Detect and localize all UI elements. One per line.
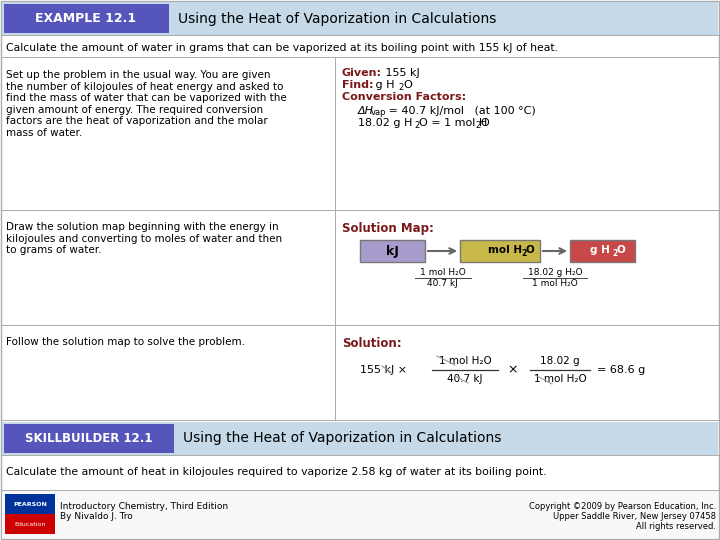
Text: Upper Saddle River, New Jersey 07458: Upper Saddle River, New Jersey 07458 <box>553 512 716 521</box>
Text: Conversion Factors:: Conversion Factors: <box>342 92 466 102</box>
Text: Education: Education <box>14 522 45 526</box>
Text: 1 mol H₂O: 1 mol H₂O <box>420 268 465 277</box>
Text: 2: 2 <box>414 121 419 130</box>
Text: Solution:: Solution: <box>342 337 402 350</box>
Text: Calculate the amount of water in grams that can be vaporized at its boiling poin: Calculate the amount of water in grams t… <box>6 43 558 53</box>
Text: g H: g H <box>372 80 395 90</box>
Text: = 68.6 g: = 68.6 g <box>597 365 645 375</box>
Bar <box>360 240 425 262</box>
Bar <box>2 2 718 35</box>
Text: 155 kJ: 155 kJ <box>382 68 420 78</box>
Bar <box>2 422 718 455</box>
Text: PEARSON: PEARSON <box>13 502 47 507</box>
Bar <box>460 240 540 262</box>
Bar <box>2 491 718 538</box>
Text: 2: 2 <box>521 249 526 259</box>
Text: vap: vap <box>371 108 387 117</box>
Text: O: O <box>525 245 534 255</box>
Text: 155 kJ ×: 155 kJ × <box>360 365 407 375</box>
Text: O = 1 mol H: O = 1 mol H <box>419 118 487 128</box>
Text: O: O <box>403 80 412 90</box>
Text: 2: 2 <box>475 121 480 130</box>
Text: ΔH: ΔH <box>358 106 374 116</box>
Text: mol H: mol H <box>488 245 522 255</box>
Text: 2: 2 <box>613 249 618 259</box>
Text: Using the Heat of Vaporization in Calculations: Using the Heat of Vaporization in Calcul… <box>178 12 496 26</box>
Text: Set up the problem in the usual way. You are given
the number of kilojoules of h: Set up the problem in the usual way. You… <box>6 70 287 138</box>
Text: g H: g H <box>590 245 611 255</box>
Text: 2: 2 <box>398 83 403 92</box>
Text: ×: × <box>507 363 518 376</box>
Text: 1 mol H₂O: 1 mol H₂O <box>534 374 586 384</box>
Text: Solution Map:: Solution Map: <box>342 222 434 235</box>
Bar <box>5 494 55 514</box>
Text: kJ: kJ <box>386 245 399 258</box>
Text: 18.02 g H₂O: 18.02 g H₂O <box>528 268 582 277</box>
Text: Draw the solution map beginning with the energy in
kilojoules and converting to : Draw the solution map beginning with the… <box>6 222 282 255</box>
Text: Introductory Chemistry, Third Edition: Introductory Chemistry, Third Edition <box>60 502 228 511</box>
Text: Given:: Given: <box>342 68 382 78</box>
Bar <box>4 424 174 453</box>
Text: Copyright ©2009 by Pearson Education, Inc.: Copyright ©2009 by Pearson Education, In… <box>528 502 716 511</box>
Text: Follow the solution map to solve the problem.: Follow the solution map to solve the pro… <box>6 337 245 347</box>
Bar <box>570 240 635 262</box>
Text: 18.02 g: 18.02 g <box>540 356 580 366</box>
Bar <box>4 4 169 33</box>
Text: Using the Heat of Vaporization in Calculations: Using the Heat of Vaporization in Calcul… <box>183 431 501 445</box>
Text: 18.02 g H: 18.02 g H <box>358 118 413 128</box>
Text: 40.7 kJ: 40.7 kJ <box>447 374 482 384</box>
Text: O: O <box>480 118 489 128</box>
Text: 40.7 kJ: 40.7 kJ <box>427 279 458 288</box>
Text: O: O <box>616 245 625 255</box>
Text: SKILLBUILDER 12.1: SKILLBUILDER 12.1 <box>25 431 153 444</box>
Bar <box>5 514 55 534</box>
Text: = 40.7 kJ/mol   (at 100 °C): = 40.7 kJ/mol (at 100 °C) <box>385 106 536 116</box>
Text: Find:: Find: <box>342 80 374 90</box>
Text: EXAMPLE 12.1: EXAMPLE 12.1 <box>35 12 137 25</box>
Text: 1 mol H₂O: 1 mol H₂O <box>532 279 578 288</box>
Text: By Nivaldo J. Tro: By Nivaldo J. Tro <box>60 512 132 521</box>
Text: All rights reserved.: All rights reserved. <box>636 522 716 531</box>
Text: 1 mol H₂O: 1 mol H₂O <box>438 356 491 366</box>
Text: Calculate the amount of heat in kilojoules required to vaporize 2.58 kg of water: Calculate the amount of heat in kilojoul… <box>6 467 546 477</box>
